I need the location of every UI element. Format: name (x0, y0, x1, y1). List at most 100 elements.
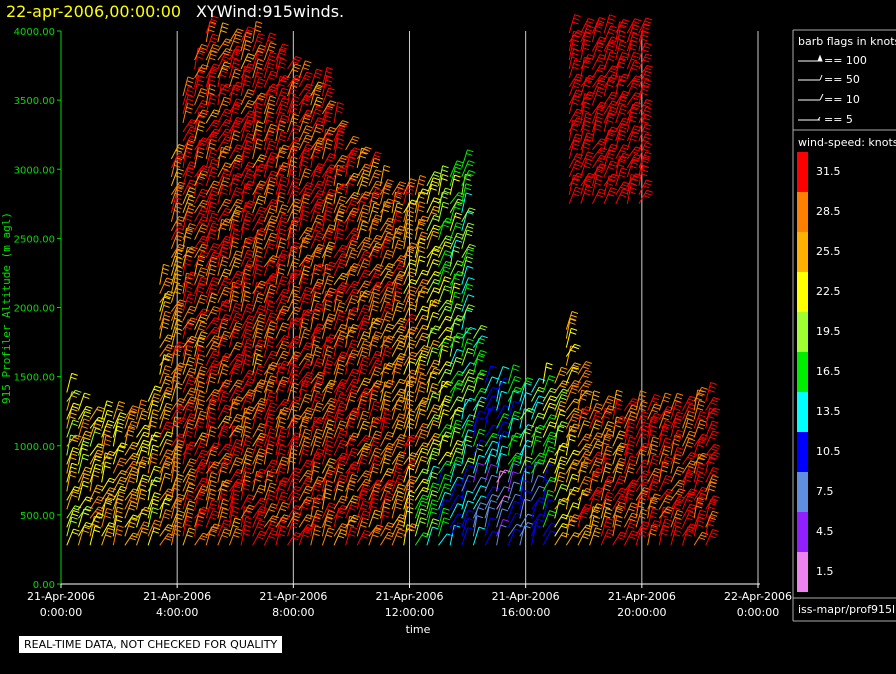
wind-barb (310, 163, 325, 178)
wind-barb (638, 17, 653, 34)
wind-barb (461, 326, 477, 339)
wind-barb (240, 161, 255, 178)
wind-barb (615, 40, 627, 61)
wind-barb (693, 419, 707, 438)
wind-barb (507, 375, 522, 393)
wind-barb (693, 516, 705, 537)
quality-notice: REAL-TIME DATA, NOT CHECKED FOR QUALITY (19, 636, 283, 653)
wind-barb (194, 267, 208, 285)
wind-barb (554, 532, 569, 546)
wind-barb (298, 524, 314, 537)
wind-barb (635, 526, 648, 546)
wind-barb (380, 232, 394, 249)
wind-barb (461, 464, 475, 483)
wind-barb (449, 291, 461, 312)
wind-barb (658, 495, 674, 510)
wind-barb (252, 206, 267, 223)
wind-barb (368, 292, 381, 312)
wind-barb (321, 100, 337, 115)
wind-barb (438, 285, 452, 303)
wind-barb (603, 149, 616, 169)
wind-barb (391, 352, 407, 366)
wind-barb (449, 239, 463, 258)
wind-barb (345, 249, 359, 267)
wind-barb (449, 232, 464, 249)
wind-barb (519, 470, 531, 492)
wind-barb (298, 155, 310, 177)
wind-barb (565, 459, 581, 474)
wind-barb (240, 75, 252, 97)
wind-barb (252, 280, 267, 294)
wind-barb (240, 463, 253, 483)
wind-barb (705, 510, 719, 528)
wind-barb (612, 463, 625, 483)
wind-barb (194, 137, 210, 151)
wind-barb (414, 409, 427, 429)
wind-barb (217, 198, 232, 214)
wind-barb (194, 390, 206, 411)
wind-barb (240, 63, 255, 79)
wind-barb (615, 181, 630, 196)
wind-barb (461, 444, 473, 465)
wind-barb (414, 287, 429, 303)
wind-barb (275, 147, 287, 168)
wind-barb (615, 117, 630, 133)
wind-barb (205, 256, 218, 276)
wind-barb (217, 519, 231, 537)
wind-barb (472, 324, 488, 339)
x-tick-date: 21-Apr-2006 (143, 590, 211, 603)
wind-barb (580, 74, 596, 88)
wind-barb (461, 149, 474, 169)
wind-barb (638, 98, 653, 115)
wind-barb (414, 290, 426, 312)
wind-barb (287, 141, 301, 160)
wind-barb (345, 473, 359, 492)
wind-barb (670, 488, 686, 501)
wind-barb (298, 477, 314, 492)
wind-barb (333, 164, 349, 178)
wind-barb (542, 499, 555, 519)
wind-barb (182, 356, 196, 375)
wind-barb (438, 235, 453, 250)
wind-barb (461, 283, 474, 303)
wind-barb (229, 45, 244, 61)
wind-barb (182, 204, 196, 222)
wind-barb (275, 87, 289, 106)
wind-barb (89, 427, 102, 447)
wind-barb (287, 205, 301, 222)
wind-barb (531, 500, 544, 519)
wind-barb (356, 242, 371, 258)
wind-barb (461, 474, 475, 492)
wind-barb (426, 518, 440, 537)
wind-barb (507, 463, 520, 483)
wind-barb (229, 154, 244, 169)
wind-barb (263, 111, 275, 133)
wind-barb (298, 134, 313, 151)
wind-barb (414, 517, 427, 537)
wind-barb (626, 146, 642, 160)
wind-barb (298, 83, 314, 97)
wind-barb (580, 175, 593, 195)
wind-barb (228, 68, 242, 88)
wind-barb (217, 162, 232, 178)
wind-barb (77, 508, 91, 528)
wind-barb (693, 493, 708, 510)
wind-barb (658, 518, 672, 537)
wind-barb (205, 306, 220, 321)
wind-barb (205, 350, 220, 366)
wind-barb (263, 239, 277, 258)
wind-barb (603, 126, 618, 142)
wind-barb (147, 507, 159, 528)
wind-barb (379, 454, 392, 474)
wind-barb (638, 123, 652, 142)
wind-barb (240, 249, 254, 267)
y-tick-label: 0.00 (33, 580, 55, 591)
wind-barb (414, 237, 426, 258)
wind-barb (217, 246, 229, 267)
wind-barb (240, 110, 256, 124)
wind-barb (379, 391, 392, 411)
wind-barb (170, 231, 184, 249)
wind-barb (461, 419, 475, 438)
wind-barb (693, 509, 707, 528)
wind-barb (635, 521, 650, 537)
